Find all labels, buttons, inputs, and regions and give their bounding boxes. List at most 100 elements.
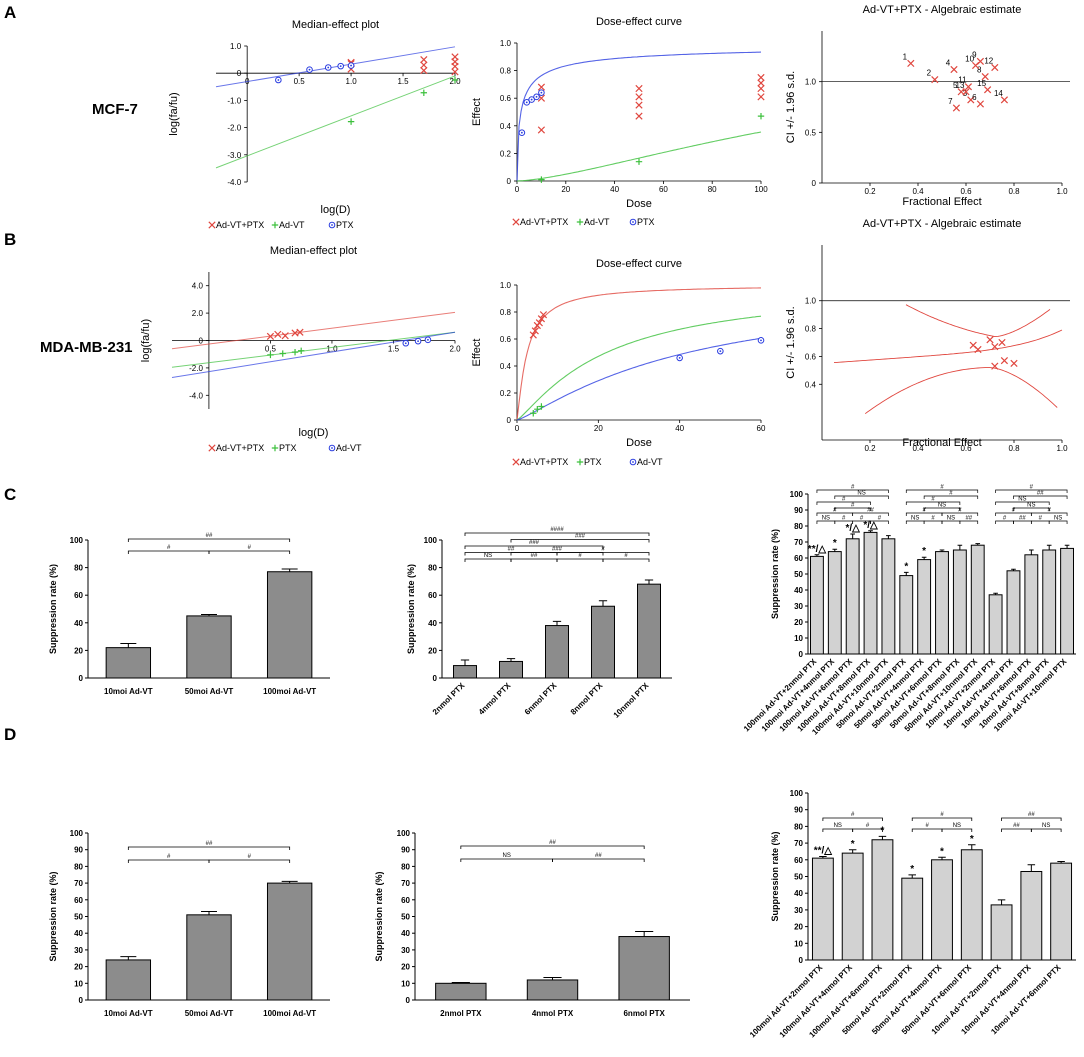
data-point (537, 126, 546, 134)
x-category-label: 8nmol PTX (569, 681, 605, 717)
x-tick-label: 1.0 (326, 345, 338, 354)
x-category-label: 10moi Ad-VT (104, 687, 153, 696)
significance-star: **/△ (814, 845, 833, 856)
y-tick-label: 100 (424, 536, 438, 545)
significance-label: NS (938, 503, 946, 509)
cell-line-mda: MDA-MB-231 (40, 339, 133, 356)
error-bar (120, 643, 137, 648)
significance-bracket (460, 845, 645, 849)
significance-label: ### (529, 540, 540, 546)
x-axis-label: Fractional Effect (902, 196, 981, 208)
significance-bracket (464, 558, 512, 562)
chart-C2: 0 20 40 60 80 100 Suppression rate (%) 2nmol PT… (406, 527, 672, 720)
y-axis-label: log(fa/fu) (168, 92, 180, 135)
x-tick-label: 0.4 (912, 444, 924, 453)
data-point (451, 62, 459, 71)
y-axis-label: CI +/- 1.96 s.d. (785, 71, 797, 143)
data-point (420, 61, 428, 69)
y-tick-label: 100 (70, 536, 84, 545)
significance-label: # (167, 545, 171, 551)
bar (618, 936, 670, 1001)
error-bar (868, 530, 873, 533)
data-point (530, 410, 537, 417)
data-point (967, 96, 975, 104)
significance-bracket (460, 858, 553, 862)
significance-bracket (1048, 520, 1068, 524)
data-point-dot (327, 66, 330, 69)
y-tick-label: 0.4 (500, 362, 512, 371)
data-point-dot (350, 64, 352, 67)
bar (1050, 862, 1073, 961)
significance-bracket (923, 507, 961, 511)
bar (899, 575, 914, 655)
fit-curve (516, 51, 762, 181)
data-point (420, 66, 428, 75)
fit-line (171, 311, 456, 350)
data-point (274, 330, 282, 338)
y-tick-label: -4.0 (189, 391, 203, 400)
bar (845, 538, 860, 655)
data-point-dot (678, 357, 681, 359)
y-tick-label: 0 (812, 179, 817, 188)
error-bar (993, 592, 998, 595)
significance-label: # (925, 823, 929, 829)
data-point (757, 93, 765, 101)
data-point (296, 328, 304, 336)
error-bar (201, 910, 217, 915)
legend-label: Ad-VT (637, 457, 663, 467)
data-point (998, 338, 1006, 347)
y-tick-label: 10 (794, 634, 803, 643)
y-tick-label: 40 (74, 929, 83, 938)
y-tick-label: 90 (794, 506, 803, 515)
significance-bracket (995, 489, 1068, 493)
error-bar (552, 620, 562, 626)
error-bar (975, 543, 981, 546)
x-axis-label: Dose (626, 198, 652, 210)
bar (591, 605, 615, 679)
error-bar (543, 976, 562, 980)
x-category-label: 100moi Ad-VT (263, 687, 316, 696)
y-tick-label: 100 (70, 829, 84, 838)
error-bar (1029, 549, 1034, 555)
data-point (976, 100, 985, 108)
x-axis-label: log(D) (321, 204, 351, 216)
y-axis-label: Suppression rate (%) (48, 564, 58, 654)
x-tick-label: 0.5 (265, 345, 277, 354)
bar (1042, 549, 1057, 655)
significance-label: ## (1013, 823, 1020, 829)
y-tick-label: 10 (794, 939, 803, 948)
significance-label: ### (552, 547, 563, 553)
bar (988, 594, 1003, 655)
y-tick-label: -3.0 (227, 151, 241, 160)
y-tick-label: 1.0 (805, 78, 817, 87)
data-point (420, 55, 428, 64)
x-category-label: 4nmol PTX (532, 1009, 574, 1018)
significance-bracket (870, 520, 889, 524)
data-point (1000, 356, 1009, 365)
significance-label: # (931, 516, 935, 522)
significance-bracket (464, 545, 604, 549)
x-tick-label: 0.6 (960, 444, 972, 453)
significance-bracket (602, 558, 650, 562)
fit-curve (516, 315, 762, 421)
ci-upper-band (905, 304, 1051, 338)
legend-label: Ad-VT (584, 217, 610, 227)
y-tick-label: 0.6 (500, 94, 512, 103)
significance-star: * (922, 546, 926, 557)
bar (1024, 554, 1039, 655)
bar (186, 615, 232, 679)
data-point (267, 351, 274, 359)
significance-bracket (1030, 512, 1068, 516)
y-tick-label: 80 (74, 564, 83, 573)
y-tick-label: 70 (401, 879, 410, 888)
point-label: 1 (903, 52, 908, 61)
y-tick-label: 90 (74, 846, 83, 855)
error-bar (506, 658, 516, 662)
y-tick-label: 0 (507, 177, 512, 186)
data-point (981, 72, 989, 81)
bar (545, 625, 569, 679)
y-tick-label: 80 (401, 862, 410, 871)
error-bar (903, 571, 909, 576)
error-bar (451, 981, 470, 984)
significance-bracket (995, 501, 1050, 505)
